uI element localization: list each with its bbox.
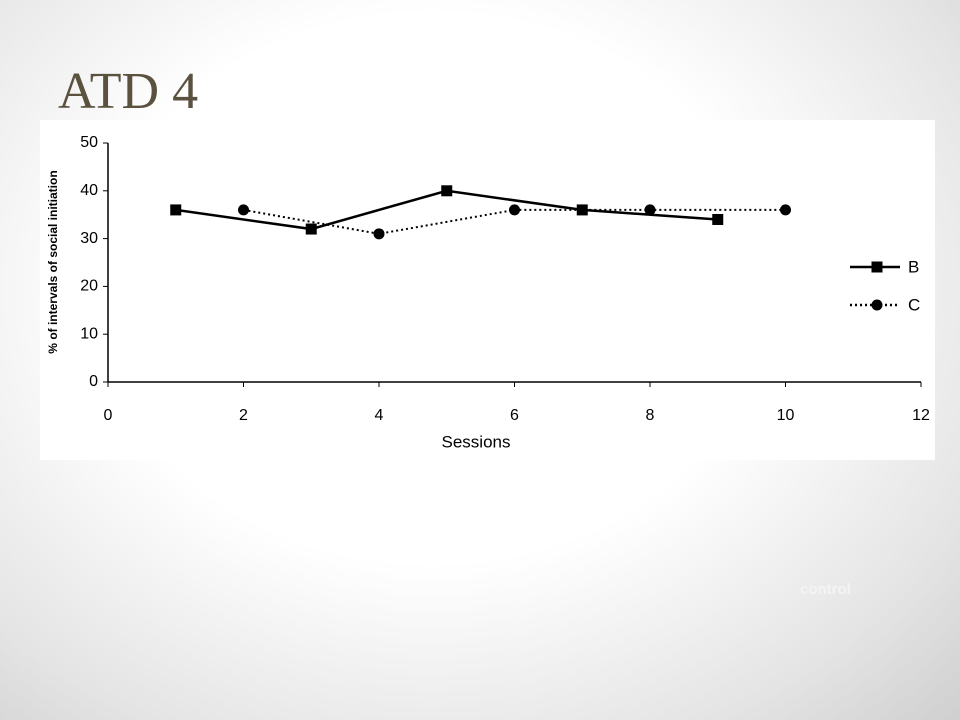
x-tick-label: 8 (646, 407, 655, 424)
x-tick-label: 12 (912, 407, 930, 424)
legend-label: B (908, 257, 919, 276)
legend-marker (871, 299, 883, 311)
footer-text: control (800, 581, 851, 598)
x-tick-label: 0 (104, 407, 113, 424)
data-point (305, 223, 317, 235)
data-point (576, 204, 588, 216)
chart-background (40, 120, 935, 460)
data-point (644, 204, 656, 216)
y-axis-label: % of intervals of social initiation (46, 170, 60, 353)
y-tick-label: 20 (80, 278, 98, 295)
data-point (780, 204, 791, 216)
x-tick-label: 10 (777, 407, 795, 424)
y-tick-label: 50 (80, 134, 98, 151)
data-point (373, 228, 385, 240)
data-point (441, 185, 453, 197)
x-tick-label: 4 (375, 407, 384, 424)
y-tick-label: 0 (89, 373, 98, 390)
y-tick-label: 10 (80, 325, 98, 342)
slide-title: ATD 4 (58, 63, 199, 120)
y-tick-label: 30 (80, 230, 98, 247)
data-point (170, 204, 182, 216)
legend-label: C (908, 295, 920, 314)
legend-marker (871, 261, 883, 273)
x-tick-label: 2 (239, 407, 248, 424)
x-tick-label: 6 (510, 407, 519, 424)
data-point (238, 204, 249, 216)
y-tick-label: 40 (80, 182, 98, 199)
data-point (509, 204, 520, 216)
data-point (712, 213, 724, 225)
x-axis-label: Sessions (442, 432, 511, 451)
